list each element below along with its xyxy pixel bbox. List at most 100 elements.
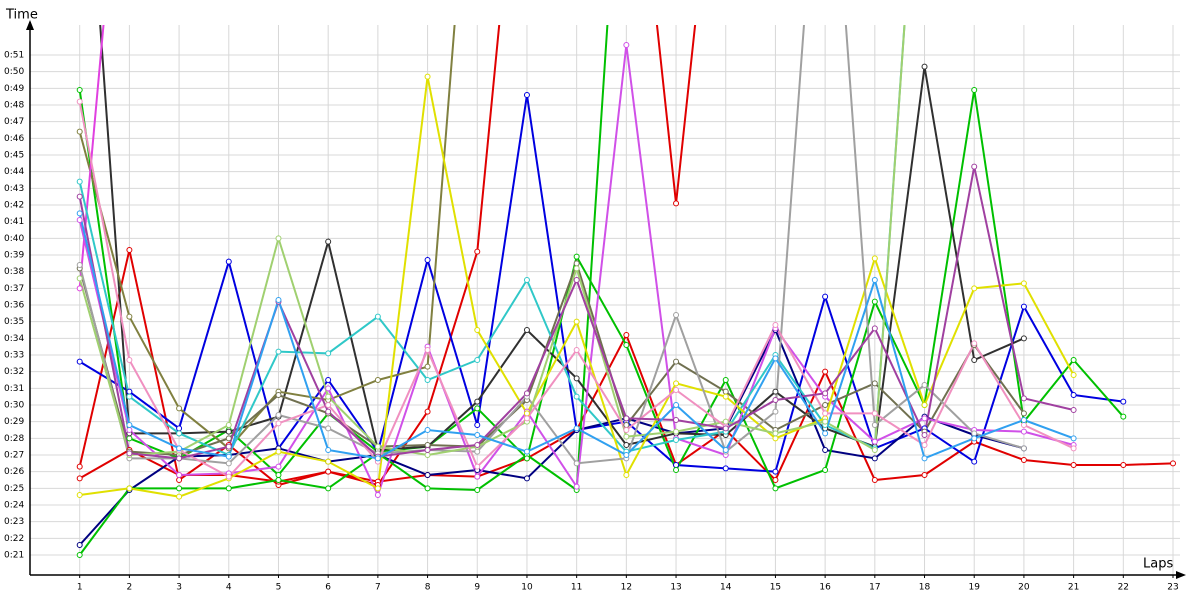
data-point <box>374 485 381 492</box>
data-point <box>424 377 431 383</box>
data-point <box>871 277 878 283</box>
data-point <box>623 442 630 448</box>
data-point <box>474 248 481 255</box>
data-point <box>772 435 779 442</box>
data-point <box>573 318 580 325</box>
data-point <box>523 92 530 98</box>
y-tick-label: 0:41 <box>4 217 24 227</box>
y-tick-label: 0:48 <box>4 101 24 111</box>
data-point <box>325 385 332 392</box>
data-point <box>971 357 978 363</box>
data-point <box>921 63 928 70</box>
data-point <box>1020 428 1027 435</box>
data-point <box>275 448 282 455</box>
data-point <box>1020 422 1027 428</box>
data-point <box>76 475 83 482</box>
data-point <box>126 450 133 457</box>
y-tick-label: 0:21 <box>4 551 24 561</box>
data-point <box>424 73 431 80</box>
data-point <box>325 402 332 408</box>
data-point <box>275 472 282 478</box>
data-point <box>523 448 530 455</box>
data-point <box>1120 413 1127 420</box>
data-point <box>325 485 332 492</box>
data-point <box>76 262 83 268</box>
data-point <box>971 430 978 437</box>
data-point <box>275 420 282 427</box>
data-point <box>573 393 580 400</box>
data-point <box>374 313 381 320</box>
data-point <box>573 460 580 467</box>
data-point <box>722 465 729 472</box>
data-point <box>225 443 232 450</box>
y-tick-label: 0:51 <box>4 51 24 61</box>
y-tick-label: 0:31 <box>4 384 24 394</box>
data-point <box>871 477 878 483</box>
data-point <box>76 542 83 548</box>
y-tick-label: 0:36 <box>4 301 24 311</box>
data-point <box>772 408 779 415</box>
y-tick-label: 0:35 <box>4 317 24 327</box>
data-point <box>822 390 829 397</box>
series-line <box>78 25 906 457</box>
y-tick-label: 0:43 <box>4 184 24 194</box>
x-tick-label: 22 <box>1118 583 1129 593</box>
data-point <box>1070 407 1077 413</box>
data-point <box>573 425 580 432</box>
y-tick-label: 0:38 <box>4 267 24 277</box>
data-point <box>921 402 928 408</box>
data-point <box>822 430 829 437</box>
data-point <box>225 473 232 480</box>
x-tick-label: 11 <box>571 583 582 593</box>
data-point <box>722 418 729 425</box>
data-point <box>126 422 133 428</box>
data-point <box>871 455 878 462</box>
x-tick-label: 23 <box>1167 583 1178 593</box>
data-point <box>921 382 928 388</box>
data-point <box>126 435 133 442</box>
data-point <box>822 402 829 408</box>
y-tick-label: 0:34 <box>4 334 24 344</box>
data-point <box>325 393 332 400</box>
x-tick-label: 19 <box>968 583 980 593</box>
data-point <box>971 458 978 465</box>
data-point <box>673 200 680 207</box>
data-point <box>971 435 978 442</box>
data-point <box>76 193 83 200</box>
data-point <box>76 217 83 223</box>
data-point <box>921 455 928 462</box>
data-point <box>474 422 481 428</box>
y-tick-label: 0:25 <box>4 484 24 494</box>
data-point <box>523 415 530 422</box>
data-point <box>325 238 332 245</box>
data-point <box>871 255 878 262</box>
grid <box>30 25 1180 575</box>
data-point <box>176 485 183 492</box>
x-tick-label: 16 <box>819 583 831 593</box>
data-point <box>971 87 978 93</box>
data-point <box>275 348 282 355</box>
data-point <box>424 363 431 370</box>
data-point <box>1070 435 1077 442</box>
data-point <box>523 277 530 283</box>
y-tick-label: 0:23 <box>4 517 24 527</box>
data-point <box>673 387 680 393</box>
data-point <box>275 412 282 418</box>
data-point <box>424 447 431 453</box>
data-point <box>722 425 729 432</box>
data-point <box>822 368 829 375</box>
data-point <box>772 388 779 395</box>
x-tick-label: 10 <box>521 583 533 593</box>
data-point <box>225 428 232 435</box>
data-point <box>76 463 83 470</box>
data-point <box>176 425 183 432</box>
data-point <box>1070 392 1077 398</box>
data-point <box>1020 457 1027 463</box>
data-point <box>225 435 232 442</box>
data-point <box>722 377 729 383</box>
y-axis-title: Time <box>5 8 38 23</box>
data-point <box>424 257 431 263</box>
data-point <box>1120 398 1127 405</box>
data-point <box>126 313 133 320</box>
x-tick-label: 1 <box>77 583 83 593</box>
